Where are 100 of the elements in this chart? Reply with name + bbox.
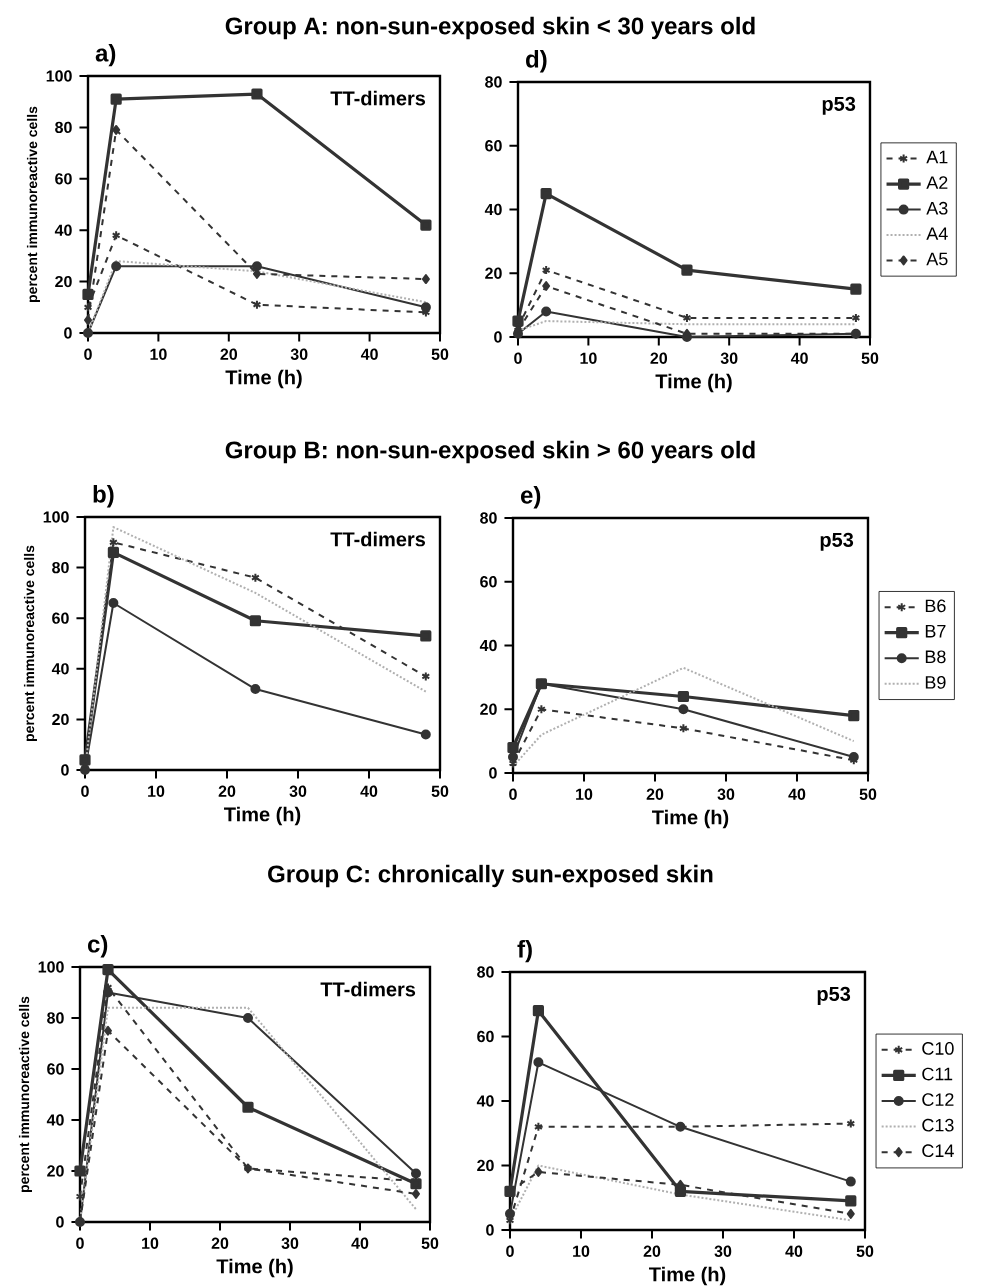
y-tick-label: 40 (476, 1095, 494, 1107)
y-axis-title: percent immunoreactive cells (23, 545, 37, 742)
y-tick-label: 80 (480, 512, 497, 524)
x-tick-label: 0 (506, 1245, 514, 1257)
y-tick-label: 60 (485, 140, 502, 152)
legend-label: A2 (926, 176, 948, 189)
x-tick-label: 20 (220, 348, 238, 360)
x-tick-label: 50 (856, 1245, 874, 1257)
x-tick-label: 20 (646, 788, 664, 800)
text: b) (93, 485, 114, 508)
legend-label: C11 (922, 1067, 953, 1081)
y-tick-label: 80 (485, 76, 502, 88)
x-tick-label: 40 (790, 352, 808, 364)
legend-label: B6 (925, 599, 946, 613)
x-tick-label: 10 (142, 1237, 159, 1249)
x-tick-label: 50 (431, 785, 449, 797)
legend-label: C13 (922, 1118, 954, 1132)
y-tick-label: 100 (38, 961, 64, 973)
x-tick-label: 30 (289, 785, 307, 797)
y-tick-label: 0 (494, 331, 502, 343)
y-tick-label: 80 (52, 561, 69, 574)
x-tick-label: 0 (81, 785, 89, 797)
x-tick-label: 30 (714, 1245, 732, 1257)
x-tick-label: 0 (509, 788, 517, 800)
y-tick-label: 40 (479, 639, 497, 652)
x-tick-label: 30 (290, 348, 308, 360)
y-tick-label: 20 (47, 1165, 64, 1177)
text: Group A: non-sun-exposed skin < 30 years old (225, 16, 755, 40)
x-tick-label: 10 (573, 1245, 590, 1257)
y-tick-label: 20 (52, 713, 69, 726)
x-tick-label: 40 (785, 1245, 803, 1257)
x-tick-label: 30 (720, 352, 738, 364)
y-tick-label: 0 (489, 767, 497, 779)
x-tick-label: 40 (351, 1237, 369, 1249)
legend-label: A5 (926, 252, 948, 266)
annotation: TT-dimers (320, 981, 416, 997)
x-tick-label: 20 (218, 785, 236, 797)
y-tick-label: 20 (485, 267, 502, 279)
x-tick-label: 0 (76, 1237, 84, 1249)
x-tick-label: 0 (84, 348, 92, 360)
text: e) (521, 486, 541, 509)
y-tick-label: 40 (51, 663, 69, 675)
x-tick-label: 50 (861, 352, 879, 364)
x-tick-label: 0 (514, 352, 522, 364)
y-axis-title: percent immunoreactive cells (18, 996, 32, 1193)
y-tick-label: 20 (480, 703, 497, 715)
y-tick-label: 100 (43, 511, 69, 523)
y-tick-label: 80 (47, 1012, 64, 1024)
annotation: TT-dimers (330, 90, 426, 106)
x-tick-label: 50 (859, 788, 877, 800)
x-axis-title: Time (h) (224, 806, 301, 826)
x-tick-label: 20 (211, 1237, 229, 1249)
y-tick-label: 40 (46, 1114, 64, 1126)
x-tick-label: 50 (421, 1237, 439, 1249)
x-tick-label: 10 (150, 348, 167, 360)
x-tick-label: 40 (360, 785, 378, 797)
x-tick-label: 10 (576, 788, 593, 800)
y-tick-label: 0 (61, 764, 69, 776)
text: f) (517, 940, 532, 963)
text: c) (88, 935, 108, 958)
legend-label: A1 (926, 150, 948, 164)
y-tick-label: 40 (484, 203, 502, 216)
annotation: p53 (820, 532, 854, 551)
y-tick-label: 0 (64, 327, 72, 339)
x-tick-label: 10 (148, 785, 165, 797)
x-tick-label: 30 (717, 788, 735, 800)
y-tick-label: 80 (55, 121, 72, 134)
x-axis-title: Time (h) (225, 369, 302, 389)
legend-label: B9 (925, 675, 946, 689)
x-tick-label: 20 (650, 352, 668, 364)
y-tick-label: 0 (56, 1216, 64, 1228)
y-tick-label: 60 (477, 1030, 494, 1043)
y-tick-label: 60 (47, 1063, 64, 1075)
y-tick-label: 60 (55, 173, 72, 185)
legend-label: B8 (925, 650, 946, 664)
annotation: p53 (822, 96, 856, 115)
x-tick-label: 40 (788, 788, 806, 800)
y-tick-label: 0 (486, 1224, 494, 1236)
x-tick-label: 10 (580, 352, 597, 364)
x-axis-title: Time (h) (649, 1266, 726, 1286)
y-axis-title: percent immunoreactive cells (26, 106, 40, 303)
x-axis-title: Time (h) (652, 809, 729, 829)
annotation: p53 (817, 986, 851, 1005)
y-tick-label: 20 (477, 1159, 494, 1172)
y-tick-label: 100 (46, 70, 72, 82)
text: a) (95, 44, 116, 67)
text: Group C: chronically sun-exposed skin (268, 864, 713, 888)
legend-label: C12 (922, 1093, 954, 1106)
y-tick-label: 60 (52, 612, 69, 624)
y-tick-label: 40 (54, 224, 72, 236)
annotation: TT-dimers (330, 531, 426, 547)
text: Group B: non-sun-exposed skin > 60 years old (225, 440, 755, 464)
text: d) (526, 50, 547, 73)
legend-label: A4 (926, 227, 948, 240)
x-axis-title: Time (h) (216, 1258, 293, 1278)
y-tick-label: 80 (477, 966, 494, 978)
x-tick-label: 40 (360, 348, 378, 360)
x-tick-label: 20 (643, 1245, 661, 1257)
legend-label: A3 (926, 201, 948, 215)
legend-label: C14 (922, 1144, 954, 1158)
